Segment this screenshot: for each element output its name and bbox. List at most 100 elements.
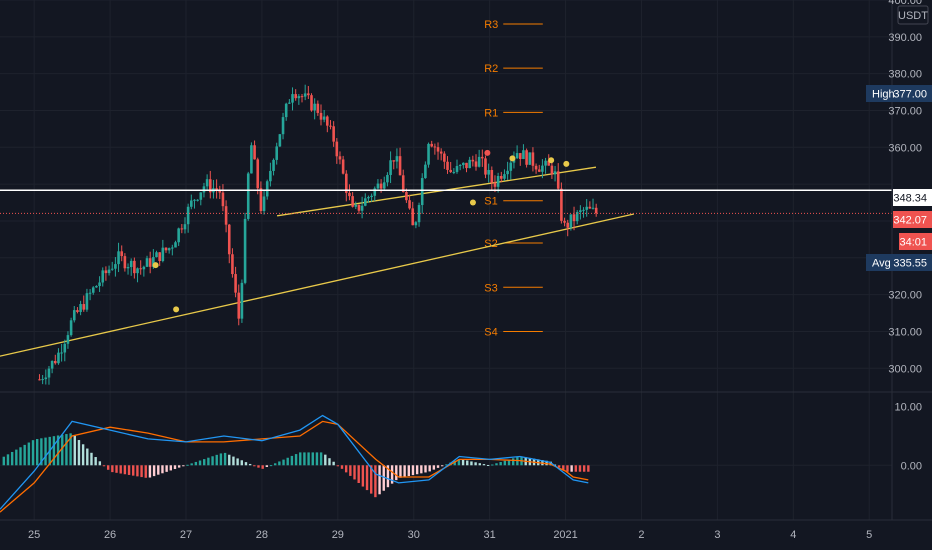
macd-histogram-bar (2, 456, 5, 466)
signal-dot (548, 157, 555, 164)
macd-histogram-bar (232, 456, 235, 466)
macd-histogram-bar (503, 460, 507, 466)
candle-body (411, 208, 415, 226)
candle-body (275, 146, 279, 160)
candle-body (547, 160, 551, 166)
candle-body (101, 270, 105, 283)
avg-value: 335.55 (893, 258, 927, 270)
candle-body (57, 352, 60, 364)
candle-body (506, 170, 509, 175)
candle-body (126, 267, 130, 269)
macd-axis[interactable]: 10.00 0.00 (894, 402, 922, 473)
candle-body (344, 173, 348, 193)
time-axis[interactable]: 25 26 27 28 29 30 31 2021 2 3 4 5 (28, 529, 872, 541)
macd-histogram-bar (403, 465, 406, 477)
candle-body (190, 200, 193, 207)
candle-body (518, 153, 522, 160)
candle-body (414, 222, 418, 226)
macd-histogram-bar (319, 452, 323, 466)
candle-body (367, 197, 370, 199)
macd-histogram-bar (441, 465, 444, 467)
pivot-levels: R3 R2 R1 S1 S2 S3 S4 (484, 19, 543, 338)
candle-body (386, 174, 389, 183)
candle-body (329, 125, 332, 127)
signal-dot (509, 155, 516, 162)
current-line-label-bg (893, 189, 932, 206)
pivot-label: S4 (484, 326, 497, 338)
grid (0, 0, 892, 520)
candle-body (313, 103, 316, 111)
macd-histogram-bar (428, 465, 431, 472)
current-line-value: 348.34 (893, 193, 927, 205)
macd-histogram-bar (194, 461, 198, 466)
candle-body (503, 174, 506, 179)
signal-dot (173, 306, 180, 313)
candle-body (588, 206, 592, 209)
candle-body (363, 198, 367, 206)
candle-body (237, 292, 241, 319)
candle-body (528, 152, 532, 165)
macd-histogram-bar (44, 437, 47, 466)
price-tick-label: 300.00 (888, 363, 922, 375)
candle-body (354, 204, 358, 207)
macd-histogram-bar (15, 449, 18, 466)
candle-body (477, 156, 481, 167)
candle-body (91, 287, 95, 293)
macd-histogram-bar (386, 465, 390, 488)
candle-body (316, 103, 320, 113)
macd-histogram-bar (69, 433, 72, 466)
signal-dot (469, 199, 476, 206)
candle-body (218, 190, 222, 193)
macd-histogram-bar (311, 452, 314, 466)
candle-body (269, 170, 272, 182)
candle-body (79, 304, 82, 312)
signal-dot (563, 160, 570, 167)
candle-body (430, 143, 434, 147)
candle-body (76, 310, 79, 312)
candle-body (246, 173, 250, 219)
candle-body (319, 112, 323, 120)
candle-body (439, 151, 443, 154)
macd-histogram-bar (77, 440, 81, 466)
candle-body (509, 162, 513, 171)
trendline (0, 213, 635, 357)
macd-pane (0, 414, 892, 513)
candle-body (487, 169, 490, 175)
last-price: 342.07 (893, 215, 927, 227)
candle-body (471, 159, 475, 162)
pivot-label: R1 (484, 107, 498, 119)
candle-body (300, 96, 304, 98)
candle-body (196, 199, 199, 201)
candle-body (537, 169, 541, 172)
macd-histogram-bar (73, 435, 76, 466)
signal-dots (152, 149, 570, 313)
currency-button[interactable] (897, 5, 929, 25)
macd-histogram-bar (140, 465, 143, 478)
macd-histogram-bar (273, 463, 277, 466)
high-label: High (872, 89, 895, 101)
candle-body (88, 292, 92, 294)
candle-body (398, 156, 402, 176)
candle-body (433, 146, 437, 148)
macd-histogram-bar (177, 465, 181, 468)
candle-body (307, 93, 310, 96)
candle-body (550, 165, 554, 175)
candle-body (468, 159, 471, 169)
candle-body (208, 179, 212, 193)
macd-histogram-bar (127, 465, 131, 475)
macd-histogram-bar (557, 465, 561, 468)
time-tick-label: 29 (332, 529, 344, 541)
macd-histogram-bar (303, 452, 306, 466)
currency-label[interactable]: USDT (898, 10, 928, 22)
candle-body (227, 224, 231, 255)
avg-label: Avg (872, 258, 891, 270)
macd-histogram-bar (219, 453, 223, 466)
candle-body (114, 264, 117, 269)
macd-histogram-bar (328, 458, 331, 466)
macd-histogram-bar (228, 454, 231, 466)
time-tick-label: 2021 (553, 529, 577, 541)
candle-body (297, 96, 301, 99)
macd-histogram-bar (344, 465, 348, 473)
